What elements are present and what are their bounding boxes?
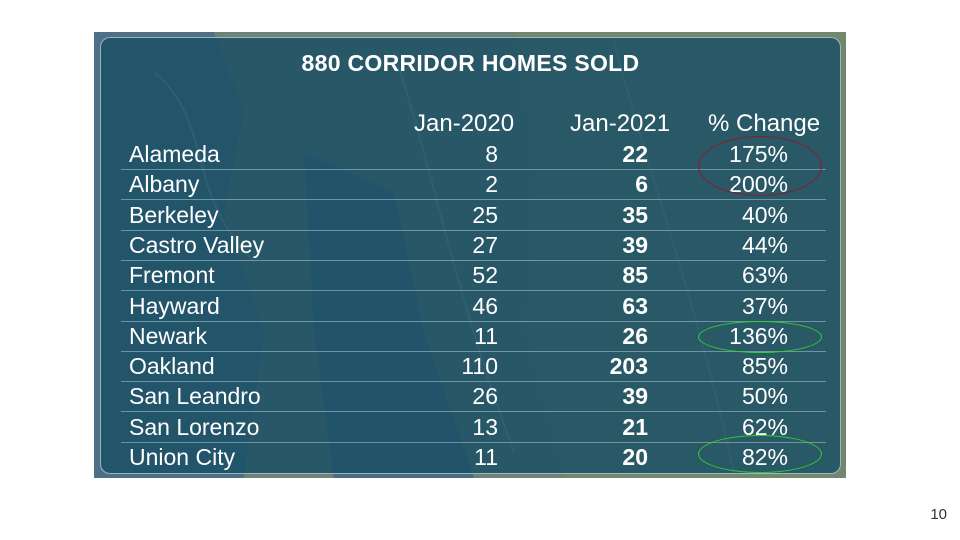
- value-jan-2021: 21: [622, 413, 648, 440]
- table-row: Castro Valley 27 39 44%: [121, 230, 826, 261]
- value-jan-2021: 26: [622, 322, 648, 349]
- value-jan-2020: 11: [474, 322, 498, 349]
- percent-change: 44%: [741, 231, 788, 258]
- percent-change: 62%: [741, 413, 788, 440]
- table-row: Union City 11 20 82%: [121, 442, 826, 472]
- value-jan-2021: 203: [609, 353, 648, 380]
- value-jan-2021: 22: [622, 141, 648, 167]
- map-background: 880 CORRIDOR HOMES SOLD Jan-2020 Jan-202…: [94, 32, 846, 478]
- percent-change: 50%: [741, 383, 788, 410]
- value-jan-2020: 26: [472, 383, 498, 410]
- value-jan-2021: 63: [622, 292, 648, 319]
- value-jan-2021: 85: [622, 262, 648, 289]
- city-name: Castro Valley: [129, 231, 265, 258]
- column-header-percent-change: % Change: [708, 110, 821, 137]
- city-name: Fremont: [129, 262, 215, 289]
- data-table-panel: 880 CORRIDOR HOMES SOLD Jan-2020 Jan-202…: [100, 37, 841, 474]
- city-name: Oakland: [129, 353, 215, 380]
- city-name: Union City: [129, 444, 236, 470]
- city-name: Berkeley: [129, 201, 219, 228]
- value-jan-2021: 6: [635, 171, 648, 198]
- value-jan-2021: 39: [622, 231, 648, 258]
- percent-change: 200%: [729, 171, 788, 198]
- table-row: Fremont 52 85 63%: [121, 260, 826, 292]
- city-name: Alameda: [129, 141, 220, 167]
- table-row: Berkeley 25 35 40%: [121, 200, 826, 231]
- table-row: San Leandro 26 39 50%: [121, 381, 826, 413]
- table-row: Albany 2 6 200%: [121, 169, 826, 201]
- page-number: 10: [930, 506, 947, 523]
- table-row: Oakland 110 203 85%: [121, 351, 826, 383]
- city-name: San Lorenzo: [129, 413, 260, 440]
- value-jan-2020: 2: [485, 171, 498, 198]
- city-name: Albany: [129, 171, 200, 198]
- value-jan-2020: 8: [485, 141, 498, 167]
- value-jan-2020: 46: [472, 292, 498, 319]
- percent-change: 85%: [741, 353, 788, 380]
- percent-change: 136%: [729, 322, 788, 349]
- table-row: Alameda 8 22 175%: [121, 139, 826, 170]
- city-name: Hayward: [129, 292, 220, 319]
- value-jan-2020: 110: [461, 353, 498, 380]
- value-jan-2020: 52: [472, 262, 498, 289]
- value-jan-2021: 35: [622, 201, 648, 228]
- percent-change: 82%: [741, 444, 788, 470]
- table-row: San Lorenzo 13 21 62%: [121, 412, 826, 443]
- value-jan-2020: 25: [472, 201, 498, 228]
- value-jan-2020: 11: [474, 444, 498, 470]
- table-row: Newark 11 26 136%: [121, 321, 826, 352]
- city-name: San Leandro: [129, 383, 261, 410]
- value-jan-2020: 13: [472, 413, 498, 440]
- percent-change: 175%: [729, 141, 788, 167]
- city-name: Newark: [129, 322, 207, 349]
- value-jan-2021: 39: [622, 383, 648, 410]
- column-header-jan-2021: Jan-2021: [570, 110, 671, 137]
- table-row: Hayward 46 63 37%: [121, 291, 826, 322]
- value-jan-2020: 27: [472, 231, 498, 258]
- value-jan-2021: 20: [622, 444, 648, 470]
- percent-change: 37%: [741, 292, 788, 319]
- column-header-jan-2020: Jan-2020: [414, 110, 515, 137]
- percent-change: 40%: [741, 201, 788, 228]
- percent-change: 63%: [741, 262, 788, 289]
- table-title: 880 CORRIDOR HOMES SOLD: [301, 50, 640, 76]
